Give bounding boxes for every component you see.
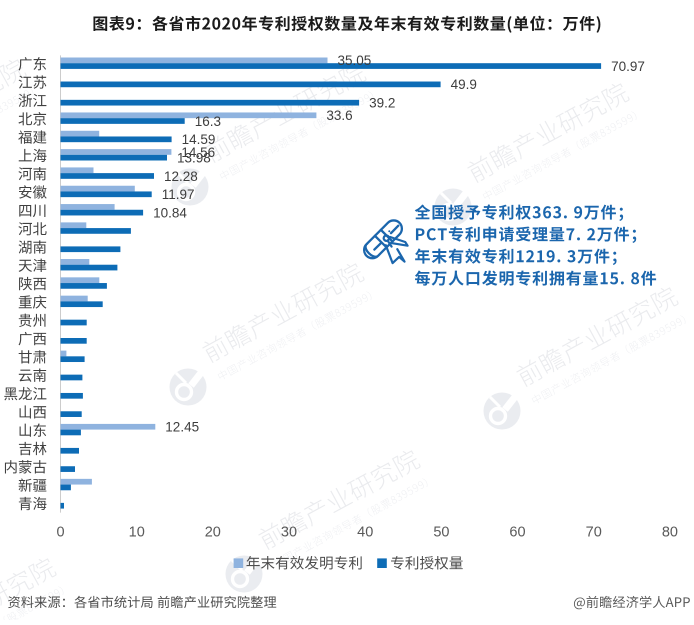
svg-text:70.97: 70.97: [611, 59, 645, 74]
svg-text:20: 20: [205, 525, 221, 541]
svg-text:33.6: 33.6: [326, 108, 352, 123]
svg-text:12.28: 12.28: [164, 169, 198, 184]
svg-text:70: 70: [586, 525, 602, 541]
svg-text:16.3: 16.3: [195, 114, 221, 129]
svg-text:60: 60: [509, 525, 525, 541]
svg-text:0: 0: [56, 525, 64, 541]
svg-text:12.45: 12.45: [165, 420, 199, 435]
svg-text:39.2: 39.2: [369, 96, 395, 111]
svg-text:80: 80: [662, 525, 678, 541]
svg-text:14.56: 14.56: [181, 145, 215, 160]
svg-text:30: 30: [281, 525, 297, 541]
svg-text:14.59: 14.59: [182, 132, 216, 147]
svg-text:13.98: 13.98: [177, 151, 211, 166]
svg-text:35.05: 35.05: [338, 53, 372, 68]
svg-text:49.9: 49.9: [451, 77, 477, 92]
svg-text:11.97: 11.97: [162, 187, 195, 202]
svg-text:40: 40: [357, 525, 373, 541]
svg-text:50: 50: [433, 525, 449, 541]
svg-text:10.84: 10.84: [153, 205, 187, 220]
svg-text:10: 10: [129, 525, 145, 541]
